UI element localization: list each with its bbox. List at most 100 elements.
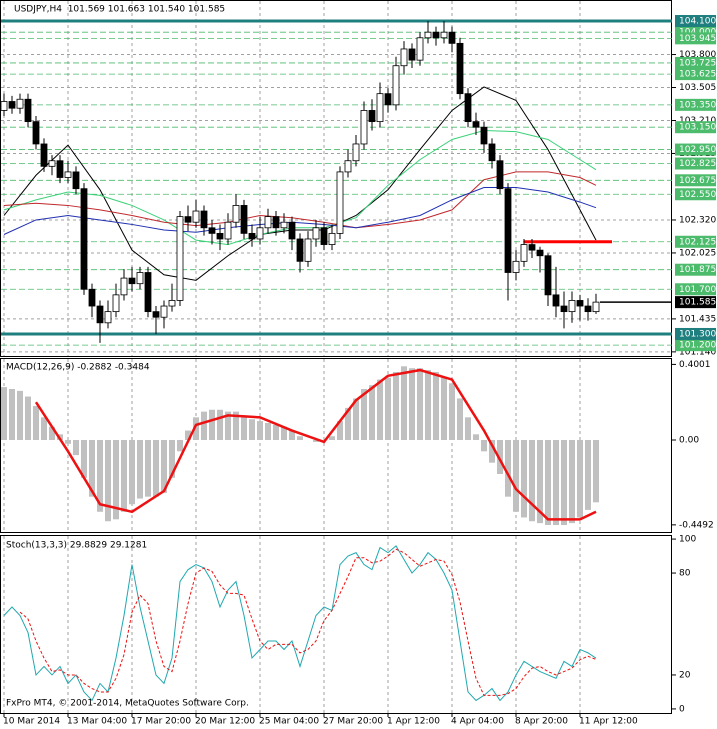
histogram-bar: [129, 439, 135, 505]
x-tick-label: 8 Apr 20:00: [515, 717, 568, 727]
candle-body: [232, 205, 240, 223]
indicator-line: [3, 86, 597, 281]
candle-body: [440, 31, 448, 39]
histogram-bar: [521, 439, 527, 518]
x-tick-label: 1 Apr 12:00: [387, 717, 440, 727]
histogram-bar: [297, 436, 303, 440]
y-tick-label: 0.4001: [679, 360, 711, 370]
histogram-bar: [329, 436, 335, 440]
histogram-bar: [401, 366, 407, 440]
histogram-bar: [25, 396, 31, 440]
price-box: [675, 143, 716, 156]
candle-body: [288, 221, 296, 240]
price-box-label: 102.125: [679, 237, 716, 247]
histogram-bar: [41, 417, 47, 440]
histogram-bar: [201, 411, 207, 440]
histogram-bar: [553, 439, 559, 526]
candle-body: [328, 232, 336, 245]
histogram-bar: [193, 417, 199, 440]
candle-body: [152, 311, 160, 318]
price-box-label: 102.675: [679, 176, 716, 186]
x-tick-label: 11 Apr 12:00: [579, 717, 638, 727]
candle-body: [120, 277, 128, 296]
stoch-line: [19, 548, 597, 696]
price-box-label: 103.945: [679, 34, 716, 44]
indicator-line: [3, 187, 597, 235]
histogram-bar: [161, 439, 167, 493]
histogram-bar: [425, 370, 431, 440]
histogram-bar: [569, 439, 575, 524]
histogram-bar: [505, 439, 511, 497]
histogram-bar: [497, 439, 503, 474]
x-tick-label: 25 Mar 04:00: [259, 717, 319, 727]
histogram-bar: [545, 439, 551, 526]
candle-body: [32, 121, 40, 145]
histogram-bar: [457, 398, 463, 440]
price-box-label: 103.350: [679, 100, 716, 110]
histogram-bar: [489, 439, 495, 463]
histogram-bar: [257, 421, 263, 440]
histogram-bar: [385, 377, 391, 440]
candle-body: [432, 31, 440, 39]
price-box: [675, 296, 716, 309]
y-tick-label: 101.140: [679, 347, 716, 357]
histogram-bar: [593, 439, 599, 503]
candle-body: [504, 188, 512, 273]
histogram-bar: [417, 368, 423, 440]
y-tick-label: 103.505: [679, 83, 716, 93]
histogram-bar: [9, 388, 15, 440]
candle-body: [16, 98, 24, 109]
histogram-bar: [473, 434, 479, 440]
candle-body: [552, 294, 560, 307]
candle-body: [144, 272, 152, 313]
price-box-label: 102.825: [679, 159, 716, 169]
histogram-bar: [225, 411, 231, 440]
candle-body: [8, 101, 16, 109]
candle-body: [208, 227, 216, 234]
histogram-bar: [449, 383, 455, 440]
histogram-bar: [465, 417, 471, 440]
histogram-bar: [1, 387, 7, 440]
price-box: [675, 56, 716, 69]
histogram-bar: [433, 371, 439, 440]
stoch-panel: [0, 535, 672, 714]
candle-body: [592, 301, 600, 313]
footer: FxPro MT4, © 2001-2014, MetaQuotes Softw…: [6, 699, 249, 709]
candle-body: [256, 227, 264, 240]
histogram-bar: [233, 411, 239, 440]
price-box-label: 101.200: [679, 341, 716, 351]
candle-body: [176, 216, 184, 301]
price-box: [675, 327, 716, 340]
price-box-label: 102.550: [679, 190, 716, 200]
y-tick-label: 103.800: [679, 50, 716, 60]
y-tick-label: 103.210: [679, 116, 716, 126]
candle-body: [88, 288, 96, 307]
macd-panel: [0, 358, 672, 533]
price-box: [675, 15, 716, 28]
histogram-bar: [513, 439, 519, 512]
histogram-bar: [145, 439, 151, 497]
candle-body: [448, 31, 456, 44]
candle-body: [408, 48, 416, 61]
candle-body: [424, 31, 432, 39]
candle-body: [528, 244, 536, 251]
price-box: [675, 98, 716, 111]
price-box: [675, 32, 716, 45]
candle-body: [584, 305, 592, 313]
histogram-bar: [177, 439, 183, 452]
price-box-label: 101.700: [679, 285, 716, 295]
candle-body: [72, 171, 80, 190]
candle-body: [240, 205, 248, 234]
price-box: [675, 188, 716, 201]
y-tick-label: 100: [679, 535, 696, 545]
histogram-bar: [529, 439, 535, 522]
candle-body: [488, 143, 496, 162]
histogram-bar: [577, 439, 583, 518]
histogram-bar: [281, 426, 287, 440]
candle-body: [264, 216, 272, 229]
candle-body: [568, 300, 576, 313]
candle-body: [472, 121, 480, 128]
price-box-label: 103.725: [679, 58, 716, 68]
y-tick-label: 80: [679, 569, 691, 579]
